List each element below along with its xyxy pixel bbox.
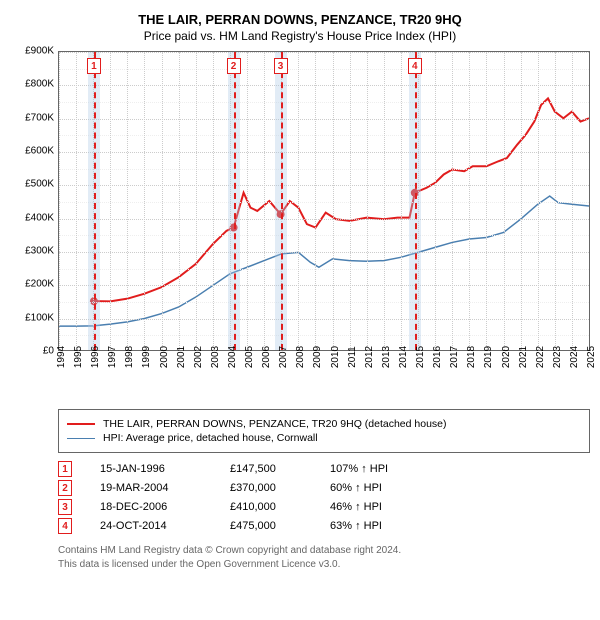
sale-row-price: £475,000 [230, 520, 330, 532]
page-subtitle: Price paid vs. HM Land Registry's House … [10, 29, 590, 43]
sale-row-hpi: 63% ↑ HPI [330, 520, 382, 532]
sale-row-badge: 3 [58, 499, 72, 515]
sale-marker-badge: 2 [227, 58, 241, 74]
sale-row-hpi: 60% ↑ HPI [330, 482, 382, 494]
y-tick-label: £600K [25, 146, 54, 157]
y-tick-label: £800K [25, 79, 54, 90]
x-tick-label: 2018 [466, 346, 477, 368]
footnote-line-1: Contains HM Land Registry data © Crown c… [58, 544, 590, 558]
x-tick-label: 2015 [415, 346, 426, 368]
sale-row: 3 18-DEC-2006£410,00046% ↑ HPI [58, 499, 590, 515]
chart-container: £0 £100K £200K £300K £400K £500K £600K £700K £80… [10, 51, 590, 399]
legend-swatch [67, 438, 95, 439]
y-tick-label: £900K [25, 46, 54, 57]
x-tick-label: 1996 [90, 346, 101, 368]
page-title: THE LAIR, PERRAN DOWNS, PENZANCE, TR20 9… [10, 12, 590, 27]
x-tick-label: 2003 [210, 346, 221, 368]
sale-marker-badge: 3 [274, 58, 288, 74]
sale-row-date: 19-MAR-2004 [100, 482, 230, 494]
x-tick-label: 2023 [552, 346, 563, 368]
x-tick-label: 2024 [569, 346, 580, 368]
x-tick-label: 2020 [501, 346, 512, 368]
sale-row-price: £370,000 [230, 482, 330, 494]
legend: THE LAIR, PERRAN DOWNS, PENZANCE, TR20 9… [58, 409, 590, 453]
y-tick-label: £300K [25, 246, 54, 257]
sale-row-badge: 1 [58, 461, 72, 477]
legend-swatch [67, 423, 95, 425]
x-tick-label: 2014 [398, 346, 409, 368]
x-tick-label: 2010 [330, 346, 341, 368]
sale-marker-line [234, 52, 236, 350]
sale-row-hpi: 107% ↑ HPI [330, 463, 388, 475]
sale-row-price: £410,000 [230, 501, 330, 513]
x-tick-label: 2002 [193, 346, 204, 368]
x-tick-label: 2007 [278, 346, 289, 368]
legend-label: THE LAIR, PERRAN DOWNS, PENZANCE, TR20 9… [103, 418, 447, 430]
x-tick-label: 2005 [244, 346, 255, 368]
sale-row-price: £147,500 [230, 463, 330, 475]
x-tick-label: 2019 [483, 346, 494, 368]
sale-row: 2 19-MAR-2004£370,00060% ↑ HPI [58, 480, 590, 496]
y-tick-label: £400K [25, 212, 54, 223]
y-tick-label: £700K [25, 112, 54, 123]
series-line [94, 98, 589, 301]
x-tick-label: 2004 [227, 346, 238, 368]
x-tick-label: 2001 [176, 346, 187, 368]
sale-marker-line [281, 52, 283, 350]
legend-row: THE LAIR, PERRAN DOWNS, PENZANCE, TR20 9… [67, 418, 581, 430]
sale-row-badge: 4 [58, 518, 72, 534]
x-axis-labels: 1994199519961997199819992000200120022003… [58, 351, 590, 399]
x-tick-label: 1997 [107, 346, 118, 368]
y-tick-label: £500K [25, 179, 54, 190]
x-tick-label: 2016 [432, 346, 443, 368]
sale-row: 4 24-OCT-2014£475,00063% ↑ HPI [58, 518, 590, 534]
footnote-line-2: This data is licensed under the Open Gov… [58, 558, 590, 572]
legend-label: HPI: Average price, detached house, Corn… [103, 432, 318, 444]
sale-row-date: 15-JAN-1996 [100, 463, 230, 475]
sale-marker-badge: 4 [408, 58, 422, 74]
x-tick-label: 1999 [141, 346, 152, 368]
x-tick-label: 2011 [347, 346, 358, 368]
x-tick-label: 1994 [56, 346, 67, 368]
plot-area: 1 2 3 4 [58, 51, 590, 351]
x-tick-label: 2025 [586, 346, 597, 368]
sale-row-date: 24-OCT-2014 [100, 520, 230, 532]
x-tick-label: 1998 [124, 346, 135, 368]
x-tick-label: 2009 [312, 346, 323, 368]
legend-row: HPI: Average price, detached house, Corn… [67, 432, 581, 444]
x-tick-label: 2021 [518, 346, 529, 368]
sale-row-badge: 2 [58, 480, 72, 496]
x-tick-label: 2012 [364, 346, 375, 368]
x-tick-label: 2022 [535, 346, 546, 368]
y-tick-label: £0 [43, 346, 54, 357]
sale-marker-line [94, 52, 96, 350]
sale-marker-badge: 1 [87, 58, 101, 74]
y-tick-label: £200K [25, 279, 54, 290]
sale-marker-line [415, 52, 417, 350]
y-axis-labels: £0£100K£200K£300K£400K£500K£600K£700K£80… [10, 51, 56, 351]
x-tick-label: 2006 [261, 346, 272, 368]
sale-row: 1 15-JAN-1996£147,500107% ↑ HPI [58, 461, 590, 477]
x-tick-label: 2000 [159, 346, 170, 368]
sale-row-hpi: 46% ↑ HPI [330, 501, 382, 513]
chart-svg [59, 52, 589, 350]
x-tick-label: 1995 [73, 346, 84, 368]
sale-row-date: 18-DEC-2006 [100, 501, 230, 513]
x-tick-label: 2013 [381, 346, 392, 368]
y-tick-label: £100K [25, 312, 54, 323]
x-tick-label: 2017 [449, 346, 460, 368]
sales-table: 1 15-JAN-1996£147,500107% ↑ HPI 2 19-MAR-20… [58, 461, 590, 534]
x-tick-label: 2008 [295, 346, 306, 368]
footnote: Contains HM Land Registry data © Crown c… [58, 544, 590, 571]
